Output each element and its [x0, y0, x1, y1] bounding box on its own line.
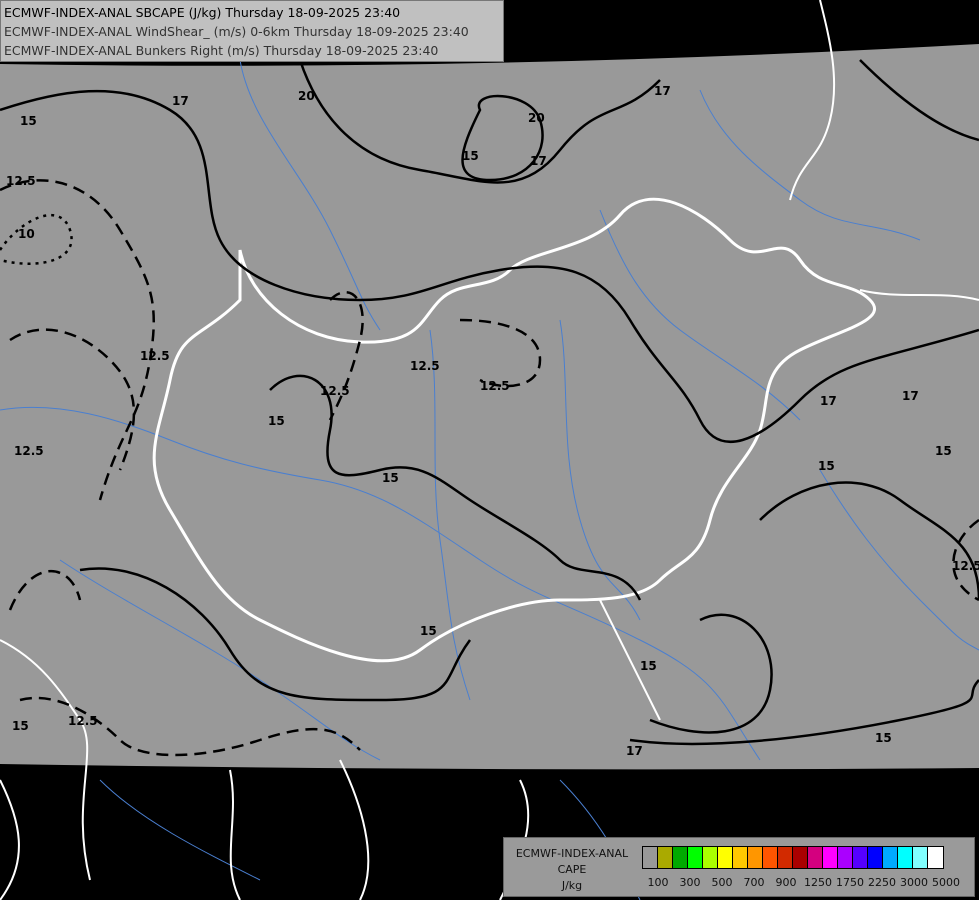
legend-units: J/kg [561, 879, 583, 892]
contour-label: 15 [268, 414, 285, 428]
contour-label: 17 [172, 94, 189, 108]
legend-tick: 1750 [836, 876, 864, 889]
legend-swatch [763, 847, 778, 868]
contour-label: 12.5 [410, 359, 440, 373]
legend-swatch [868, 847, 883, 868]
legend-ticks: 100 300 500 700 900 1250 1750 2250 3000 5000 [642, 876, 964, 892]
contour-dotted [0, 213, 73, 265]
legend-swatch [748, 847, 763, 868]
contour-label: 15 [875, 731, 892, 745]
legend-tick: 500 [711, 876, 733, 889]
legend-swatch [838, 847, 853, 868]
legend-tick: 700 [743, 876, 765, 889]
contour-label: 20 [298, 89, 315, 103]
contour-label: 17 [820, 394, 837, 408]
header-line-bunkers: ECMWF-INDEX-ANAL Bunkers Right (m/s) Thu… [4, 43, 439, 58]
map-header: ECMWF-INDEX-ANAL SBCAPE (J/kg) Thursday … [0, 0, 504, 62]
legend-swatch [853, 847, 868, 868]
legend-title: ECMWF-INDEX-ANAL CAPE J/kg [508, 846, 636, 894]
contour-label: 15 [20, 114, 37, 128]
contour-label: 17 [654, 84, 671, 98]
legend-swatch [658, 847, 673, 868]
contour-label: 12.5 [6, 174, 36, 188]
legend-swatch [778, 847, 793, 868]
legend-swatches [642, 846, 944, 869]
contour-labels: 15 17 20 20 12.5 10 15 17 12.5 12.5 12.5… [6, 84, 979, 758]
legend-swatch [823, 847, 838, 868]
legend-tick: 5000 [932, 876, 960, 889]
contour-label: 15 [382, 471, 399, 485]
contour-label: 17 [530, 154, 547, 168]
legend-tick: 1250 [804, 876, 832, 889]
contour-label: 12.5 [480, 379, 510, 393]
legend-swatch [913, 847, 928, 868]
contour-label: 20 [528, 111, 545, 125]
contour-label: 15 [12, 719, 29, 733]
contour-label: 17 [626, 744, 643, 758]
contour-label: 15 [640, 659, 657, 673]
contours-dashed [0, 179, 979, 757]
legend-swatch [883, 847, 898, 868]
legend-swatch [793, 847, 808, 868]
contour-label: 12.5 [68, 714, 98, 728]
contour-label: 15 [935, 444, 952, 458]
legend-swatch [703, 847, 718, 868]
legend-swatch [718, 847, 733, 868]
color-legend: ECMWF-INDEX-ANAL CAPE J/kg 100 300 500 700 9… [503, 837, 975, 897]
legend-tick: 2250 [868, 876, 896, 889]
contour-label: 15 [420, 624, 437, 638]
forecast-domain [0, 44, 979, 770]
legend-swatch [643, 847, 658, 868]
contour-label: 15 [818, 459, 835, 473]
contour-label: 12.5 [14, 444, 44, 458]
legend-source: ECMWF-INDEX-ANAL [515, 847, 629, 860]
legend-tick: 300 [679, 876, 701, 889]
legend-tick: 3000 [900, 876, 928, 889]
contour-label: 10 [18, 227, 35, 241]
contour-label: 17 [902, 389, 919, 403]
legend-swatch [688, 847, 703, 868]
legend-swatch [673, 847, 688, 868]
contour-label: 12.5 [320, 384, 350, 398]
contour-label: 12.5 [952, 559, 979, 573]
legend-tick: 900 [775, 876, 797, 889]
header-line-cape: ECMWF-INDEX-ANAL SBCAPE (J/kg) Thursday … [4, 5, 401, 20]
contours-solid [0, 59, 979, 746]
legend-swatch [808, 847, 823, 868]
legend-swatch [733, 847, 748, 868]
header-line-windshear: ECMWF-INDEX-ANAL WindShear_ (m/s) 0-6km … [4, 24, 469, 39]
contour-label: 15 [462, 149, 479, 163]
legend-tick: 100 [647, 876, 669, 889]
legend-swatch [898, 847, 913, 868]
contour-label: 12.5 [140, 349, 170, 363]
legend-swatch [928, 847, 943, 868]
legend-variable: CAPE [557, 863, 587, 876]
